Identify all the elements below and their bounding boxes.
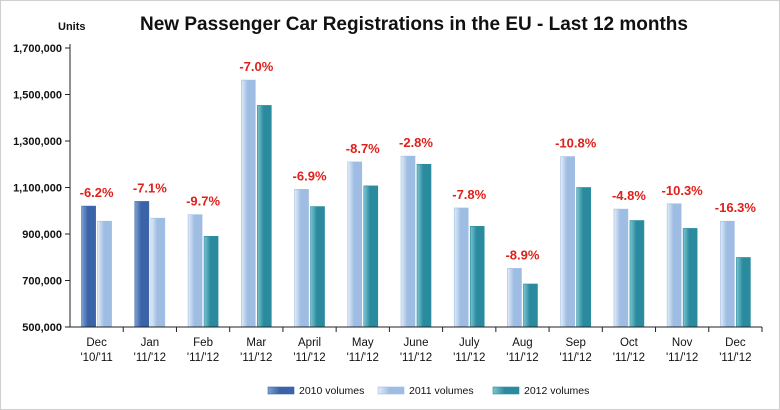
bar-2011-volumes — [97, 220, 112, 328]
y-tick-label: 1,500,000 — [13, 90, 62, 102]
legend-label: 2012 volumes — [524, 385, 589, 397]
change-label: -16.3% — [715, 200, 757, 215]
y-axis: 500,000 700,000 900,000 1,100,000 1,300,000 1… — [13, 43, 71, 334]
x-tick-label-month: July — [459, 337, 480, 349]
x-tick-label-month: Oct — [620, 337, 639, 349]
change-labels: -6.2% -7.1% -9.7% -7.0% -6.9% -8.7% -2.8% -7.8%… — [80, 59, 757, 262]
y-tick-label: 700,000 — [22, 276, 62, 288]
x-tick-label-period: '11/'12 — [240, 352, 272, 364]
x-tick-label-period: '11/'12 — [187, 352, 219, 364]
bar-2012-volumes — [469, 226, 485, 328]
y-tick-label: 1,300,000 — [13, 136, 62, 148]
change-label: -4.8% — [612, 188, 646, 203]
x-tick-label-period: '11/'12 — [293, 352, 325, 364]
x-tick-label-period: '11/'12 — [453, 352, 485, 364]
bar-2011-volumes — [560, 156, 575, 328]
change-label: -6.9% — [293, 168, 327, 183]
bar-2010-volumes — [134, 201, 150, 328]
change-label: -7.0% — [239, 59, 273, 74]
change-label: -6.2% — [80, 185, 114, 200]
x-tick-label-month: May — [352, 337, 374, 349]
change-label: -8.7% — [346, 141, 380, 156]
legend-label: 2011 volumes — [409, 385, 474, 397]
bar-2012-volumes — [736, 257, 751, 328]
x-tick-label-month: Feb — [193, 337, 213, 349]
x-tick-label-period: '11/'12 — [666, 352, 698, 364]
bar-2010-volumes — [81, 205, 96, 328]
bar-2011-volumes — [613, 208, 629, 328]
x-tick-label-period: '10/'11 — [80, 352, 112, 364]
bar-2011-volumes — [187, 214, 203, 328]
y-tick-label: 500,000 — [22, 322, 62, 334]
x-tick-label-period: '11/'12 — [134, 352, 166, 364]
bar-2012-volumes — [629, 220, 645, 328]
bar-2012-volumes — [523, 283, 538, 328]
bar-2011-volumes — [720, 220, 735, 328]
legend-swatch — [377, 386, 405, 395]
bar-2012-volumes — [576, 187, 591, 328]
bar-2012-volumes — [203, 236, 219, 328]
change-label: -2.8% — [399, 135, 433, 150]
x-tick-label-month: Sep — [565, 337, 585, 349]
y-tick-label: 1,100,000 — [13, 183, 62, 195]
change-label: -7.1% — [133, 180, 167, 195]
x-tick-label-month: Aug — [512, 337, 532, 349]
bar-2011-volumes — [400, 155, 416, 328]
legend-label: 2010 volumes — [299, 385, 364, 397]
bar-2012-volumes — [682, 228, 698, 328]
bar-2011-volumes — [241, 79, 256, 328]
bar-2011-volumes — [453, 207, 469, 328]
y-tick-label: 1,700,000 — [13, 43, 62, 55]
x-tick-label-month: April — [298, 337, 321, 349]
bar-2012-volumes — [257, 105, 272, 328]
bar-2012-volumes — [416, 163, 432, 328]
bar-2011-volumes — [507, 268, 522, 328]
x-tick-label-period: '11/'12 — [560, 352, 592, 364]
bar-series — [81, 79, 751, 328]
x-tick-label-period: '11/'12 — [613, 352, 645, 364]
legend-swatch — [492, 386, 520, 395]
bar-2012-volumes — [310, 206, 325, 328]
chart-title: New Passenger Car Registrations in the E… — [140, 14, 688, 35]
x-tick-label-period: '11/'12 — [400, 352, 432, 364]
y-tick-label: 900,000 — [22, 229, 62, 241]
change-label: -9.7% — [186, 194, 220, 209]
legend: 2010 volumes 2011 volumes 2012 volumes — [267, 385, 589, 397]
x-tick-label-period: '11/'12 — [719, 352, 751, 364]
bar-2011-volumes — [294, 189, 309, 328]
y-axis-label: Units — [58, 21, 86, 33]
bar-2011-volumes — [347, 161, 363, 328]
bar-2012-volumes — [363, 185, 379, 328]
bar-2011-volumes — [666, 203, 682, 328]
bar-2011-volumes — [150, 217, 166, 328]
change-label: -8.9% — [505, 247, 539, 262]
change-label: -10.3% — [662, 183, 704, 198]
x-axis: Dec '10/'11 Jan '11/'12 Feb '11/'12 Mar '11/'12… — [70, 326, 763, 364]
x-tick-label-month: Jan — [141, 337, 160, 349]
x-tick-label-month: Dec — [86, 337, 107, 349]
change-label: -7.8% — [452, 187, 486, 202]
x-tick-label-month: Mar — [246, 337, 266, 349]
change-label: -10.8% — [555, 136, 597, 151]
x-tick-label-period: '11/'12 — [347, 352, 379, 364]
legend-swatch — [267, 386, 295, 395]
x-tick-label-month: June — [404, 337, 429, 349]
x-tick-label-period: '11/'12 — [506, 352, 538, 364]
x-tick-label-month: Nov — [672, 337, 693, 349]
x-tick-label-month: Dec — [725, 337, 746, 349]
